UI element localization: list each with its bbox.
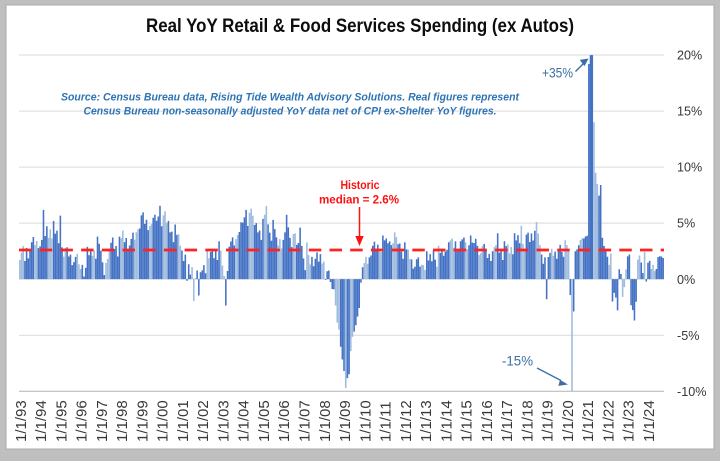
- svg-text:15%: 15%: [677, 105, 702, 119]
- svg-text:Census Bureau non-seasonally a: Census Bureau non-seasonally adjusted Yo…: [84, 106, 497, 118]
- svg-text:1/1/93: 1/1/93: [13, 400, 30, 442]
- svg-text:1/1/05: 1/1/05: [256, 400, 273, 442]
- svg-text:1/1/08: 1/1/08: [317, 400, 334, 442]
- svg-text:1/1/24: 1/1/24: [641, 400, 658, 442]
- svg-text:1/1/04: 1/1/04: [236, 400, 253, 442]
- svg-text:1/1/01: 1/1/01: [175, 400, 192, 442]
- svg-text:1/1/22: 1/1/22: [600, 400, 617, 442]
- svg-text:1/1/14: 1/1/14: [438, 400, 455, 442]
- svg-text:1/1/23: 1/1/23: [621, 400, 638, 442]
- svg-text:1/1/99: 1/1/99: [134, 400, 151, 442]
- svg-text:1/1/19: 1/1/19: [540, 400, 557, 442]
- svg-text:1/1/07: 1/1/07: [297, 400, 314, 442]
- svg-text:Real YoY Retail & Food Service: Real YoY Retail & Food Services Spending…: [146, 16, 574, 37]
- svg-text:1/1/12: 1/1/12: [398, 400, 415, 442]
- svg-text:1/1/21: 1/1/21: [580, 400, 597, 442]
- svg-text:1/1/95: 1/1/95: [53, 400, 70, 442]
- svg-text:+35%: +35%: [542, 65, 573, 81]
- svg-text:1/1/96: 1/1/96: [74, 400, 91, 442]
- svg-text:1/1/02: 1/1/02: [195, 400, 212, 442]
- svg-text:median = 2.6%: median = 2.6%: [319, 193, 399, 207]
- svg-text:1/1/15: 1/1/15: [459, 400, 476, 442]
- svg-text:1/1/98: 1/1/98: [114, 400, 131, 442]
- svg-text:20%: 20%: [677, 49, 702, 63]
- svg-text:1/1/16: 1/1/16: [479, 400, 496, 442]
- svg-text:1/1/09: 1/1/09: [337, 400, 354, 442]
- svg-text:1/1/10: 1/1/10: [357, 400, 374, 442]
- svg-text:1/1/97: 1/1/97: [94, 400, 111, 442]
- svg-text:0%: 0%: [677, 273, 695, 287]
- svg-text:1/1/13: 1/1/13: [418, 400, 435, 442]
- svg-text:-15%: -15%: [502, 353, 533, 369]
- svg-text:5%: 5%: [677, 217, 695, 231]
- svg-text:-5%: -5%: [677, 329, 699, 343]
- svg-text:1/1/18: 1/1/18: [519, 400, 536, 442]
- svg-text:Source: Census Bureau data, Ri: Source: Census Bureau data, Rising Tide …: [61, 92, 520, 104]
- svg-text:-10%: -10%: [677, 385, 706, 399]
- svg-text:1/1/11: 1/1/11: [378, 401, 395, 442]
- svg-text:1/1/94: 1/1/94: [33, 400, 50, 442]
- svg-text:1/1/20: 1/1/20: [560, 400, 577, 442]
- svg-text:1/1/03: 1/1/03: [216, 400, 233, 442]
- svg-text:1/1/06: 1/1/06: [276, 400, 293, 442]
- svg-text:1/1/17: 1/1/17: [499, 400, 516, 442]
- svg-text:10%: 10%: [677, 161, 702, 175]
- svg-text:Historic: Historic: [341, 178, 380, 192]
- svg-text:1/1/00: 1/1/00: [155, 400, 172, 442]
